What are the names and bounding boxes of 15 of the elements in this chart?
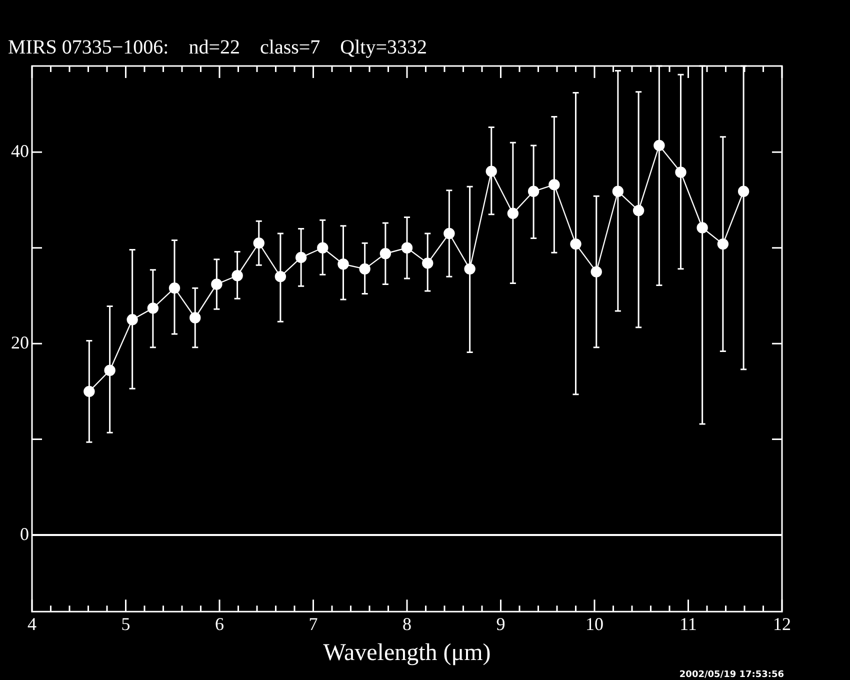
chart-title: MIRS 07335−1006: nd=22 class=7 Qlty=3332 (8, 36, 428, 58)
x-tick-label: 10 (586, 614, 604, 634)
y-tick-label: 40 (11, 140, 29, 161)
x-tick-label: 11 (680, 614, 697, 634)
x-tick-label: 5 (121, 614, 130, 634)
x-tick-label: 8 (402, 614, 412, 634)
x-axis-title: Wavelength (μm) (323, 640, 491, 666)
y-tick-label: 0 (20, 524, 29, 544)
x-tick-label: 9 (496, 614, 506, 634)
x-tick-label: 7 (308, 614, 318, 634)
x-tick-label: 6 (215, 614, 224, 634)
y-tick-label: 20 (11, 332, 29, 352)
x-tick-label: 12 (773, 614, 791, 634)
text: 2002/05/19 17:53:56 (679, 670, 784, 680)
x-tick-label: 4 (28, 614, 36, 634)
